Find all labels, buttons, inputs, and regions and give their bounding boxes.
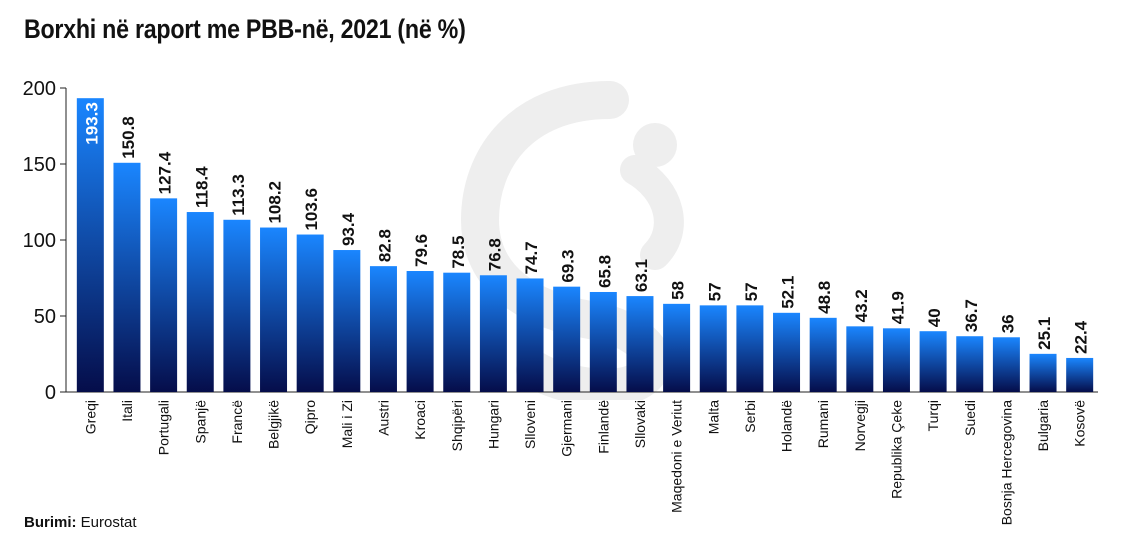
data-label: 127.4 [156,151,175,194]
bar [699,305,727,392]
y-tick-label: 0 [45,382,56,404]
data-label: 22.4 [1072,320,1091,354]
bar [1066,357,1094,392]
data-label: 58 [669,281,688,300]
x-tick-label: Slloveni [522,400,538,449]
data-label: 52.1 [779,276,798,309]
data-label: 69.3 [559,250,578,283]
bar [626,296,654,392]
x-tick-label: Francë [229,400,245,444]
x-tick-label: Hungari [485,400,501,449]
x-tick-label: Serbi [742,400,758,433]
x-tick-label: Sllovaki [632,400,648,448]
x-tick-label: Austri [375,400,391,436]
x-tick-label: Rumani [815,400,831,448]
data-label: 193.3 [82,102,101,145]
data-label: 82.8 [375,229,394,262]
x-tick-label: Greqi [82,400,98,434]
x-tick-label: Belgjikë [266,400,282,449]
data-label: 57 [705,282,724,301]
bar [76,98,104,393]
y-tick-label: 100 [23,230,56,252]
x-tick-label: Malta [705,400,721,434]
data-label: 63.1 [632,259,651,292]
bar [443,272,471,392]
bar [186,212,214,392]
x-tick-label: Maqedoni e Veriut [669,400,685,513]
bar [150,198,178,392]
data-label: 36 [998,314,1017,333]
x-tick-label: Mali i Zi [339,400,355,448]
y-tick-label: 50 [34,306,56,328]
y-tick-label: 150 [23,154,56,176]
x-tick-label: Bulgaria [1035,400,1051,452]
bar [113,162,141,392]
x-tick-label: Turqi [925,400,941,431]
x-tick-label: Itali [119,400,135,422]
x-tick-label: Shqipëri [449,400,465,451]
data-label: 25.1 [1035,317,1054,350]
x-tick-label: Bosnja Hercegovina [998,400,1014,526]
data-label: 113.3 [229,174,248,216]
x-tick-label: Norvegji [852,400,868,451]
data-label: 93.4 [339,212,358,246]
x-tick-label: Portugali [156,400,172,455]
data-label: 150.8 [119,116,138,159]
chart-title: Borxhi në raport me PBB-në, 2021 (në %) [24,14,466,44]
bar [553,286,581,392]
x-tick-label: Kosovë [1072,400,1088,447]
x-tick-label: Kroaci [412,400,428,440]
bars-group: 193.3 150.8 127.4 118.4 113.3 108.2 103.6 93.4 8… [76,98,1094,393]
bar [406,271,434,392]
source-label: Burimi: [24,514,77,531]
x-tick-label: Republika Çeke [888,400,904,499]
data-label: 103.6 [302,188,321,231]
bar [479,275,507,392]
source-note: Burimi: Eurostat [24,514,137,531]
data-label: 65.8 [595,255,614,288]
data-label: 76.8 [485,238,504,271]
bar [773,312,801,392]
data-label: 48.8 [815,281,834,314]
data-label: 118.4 [192,166,211,208]
bar [223,219,251,392]
bar [369,266,397,392]
x-tick-label: Holandë [779,400,795,452]
bar [333,250,361,392]
x-tick-label: Suedi [962,400,978,436]
bar [846,326,874,392]
data-label: 78.5 [449,236,468,269]
data-label: 74.7 [522,241,541,274]
source-value: Eurostat [80,514,137,531]
bar [809,317,837,392]
data-label: 108.2 [266,181,285,224]
bar [882,328,910,392]
bar [992,337,1020,392]
x-tick-label: Finlandë [595,400,611,454]
bar [296,234,324,392]
bar [1029,353,1057,392]
data-label: 36.7 [962,299,981,332]
y-tick-label: 200 [23,78,56,100]
bar [919,331,947,392]
bar [663,303,691,392]
bar [589,291,617,392]
bar [516,278,544,392]
x-tick-label: Gjermani [559,400,575,457]
bar [260,227,288,392]
x-axis-labels: Greqi Itali Portugali Spanjë Francë Belgjikë Q… [82,400,1087,526]
data-label: 57 [742,282,761,301]
x-tick-label: Qipro [302,400,318,434]
data-label: 40 [925,308,944,327]
bar [956,336,984,392]
data-label: 79.6 [412,234,431,267]
x-tick-label: Spanjë [192,400,208,444]
bar [736,305,764,392]
data-label: 41.9 [888,291,907,324]
data-label: 43.2 [852,289,871,322]
